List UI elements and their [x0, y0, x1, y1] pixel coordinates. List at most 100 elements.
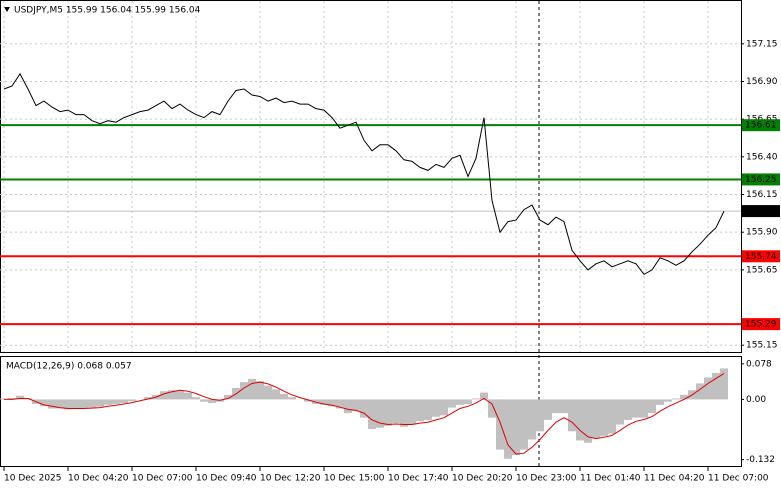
histogram-bar [408, 399, 416, 425]
histogram-bar [392, 399, 400, 424]
histogram-bar [384, 399, 392, 426]
y-tick-label: 155.65 [746, 265, 778, 275]
histogram-bar [552, 399, 560, 414]
level-label-box [742, 119, 780, 132]
histogram-bar [480, 392, 488, 400]
level-label: 156.25 [745, 175, 777, 185]
histogram-bar [224, 394, 232, 400]
symbol-icon [4, 7, 10, 12]
histogram-bar [272, 389, 280, 400]
histogram-bar [608, 399, 616, 434]
histogram-bar [472, 398, 480, 400]
histogram-bar [416, 399, 424, 422]
level-label-box [742, 318, 780, 331]
histogram-bar [536, 399, 544, 432]
histogram-bar [648, 399, 656, 414]
level-label-box [742, 173, 780, 186]
histogram-bar [304, 399, 312, 402]
histogram-bar [656, 399, 664, 405]
chart-title: USDJPY,M5 155.99 156.04 155.99 156.04 [14, 6, 201, 16]
histogram-bar [640, 399, 648, 418]
histogram-bar [184, 392, 192, 400]
histogram-bar [288, 397, 296, 400]
histogram-bar [328, 399, 336, 407]
level-label-box [742, 250, 780, 263]
histogram-bar [560, 399, 568, 414]
histogram-bar [376, 399, 384, 428]
histogram-bar [600, 399, 608, 436]
histogram-bar [368, 399, 376, 430]
histogram-bar [720, 368, 728, 400]
histogram-bar [96, 399, 104, 407]
histogram-bar [568, 399, 576, 432]
histogram-bar [448, 399, 456, 408]
x-tick-label: 10 Dec 2025 [4, 474, 62, 484]
histogram-bar [680, 394, 688, 400]
x-tick-label: 10 Dec 04:20 [68, 474, 129, 484]
histogram-bar [56, 399, 64, 409]
histogram-bar [704, 377, 712, 400]
histogram-bar [488, 399, 496, 418]
current-price-label: 156.04 [745, 207, 777, 217]
histogram-bar [16, 395, 24, 400]
histogram-bar [320, 399, 328, 405]
x-tick-label: 10 Dec 09:40 [196, 474, 257, 484]
histogram-bar [432, 399, 440, 417]
histogram-bar [88, 399, 96, 408]
histogram-bar [128, 399, 136, 402]
histogram-bar [400, 399, 408, 427]
histogram-bar [360, 399, 368, 418]
x-tick-label: 10 Dec 07:00 [132, 474, 193, 484]
histogram-bar [144, 397, 152, 400]
histogram-bar [584, 399, 592, 443]
level-label: 156.61 [745, 121, 777, 131]
y-tick-label: 0.078 [746, 359, 772, 369]
histogram-bar [80, 399, 88, 409]
histogram-bar [48, 399, 56, 409]
histogram-bar [528, 399, 536, 440]
histogram-bar [64, 399, 72, 410]
chart-title: MACD(12,26,9) 0.068 0.057 [6, 362, 132, 372]
histogram-bar [208, 399, 216, 404]
x-tick-label: 10 Dec 12:20 [260, 474, 321, 484]
x-tick-label: 10 Dec 20:20 [452, 474, 513, 484]
histogram-bar [336, 399, 344, 409]
y-tick-label: 155.90 [746, 228, 778, 238]
current-price-box [742, 205, 780, 218]
histogram-bar [440, 399, 448, 416]
histogram-bar [256, 381, 264, 400]
histogram-bar [592, 399, 600, 439]
histogram-bar [632, 399, 640, 418]
histogram-bar [616, 399, 624, 425]
histogram-bar [72, 399, 80, 409]
histogram-bar [672, 398, 680, 400]
histogram-bar [504, 399, 512, 459]
y-tick-label: -0.132 [746, 455, 775, 465]
histogram-bar [280, 393, 288, 400]
y-tick-label: 156.15 [746, 190, 778, 200]
histogram-bar [104, 399, 112, 405]
histogram-bar [344, 399, 352, 414]
histogram-bar [112, 399, 120, 404]
histogram-bar [664, 399, 672, 402]
histogram-bar [264, 385, 272, 400]
y-tick-label: 157.15 [746, 39, 778, 49]
histogram-bar [248, 378, 256, 400]
main-panel [0, 0, 742, 353]
histogram-bar [352, 399, 360, 411]
histogram-bar [712, 372, 720, 400]
histogram-bar [624, 399, 632, 420]
histogram-bar [544, 399, 552, 420]
x-tick-label: 11 Dec 01:40 [580, 474, 641, 484]
histogram-bar [168, 390, 176, 400]
histogram-bar [696, 383, 704, 400]
level-label: 155.29 [745, 320, 777, 330]
y-tick-label: 156.40 [746, 152, 778, 162]
y-tick-label: 0.00 [746, 395, 766, 405]
price-line [3, 72, 725, 276]
histogram-bar [512, 399, 520, 456]
x-tick-label: 11 Dec 04:20 [644, 474, 705, 484]
histogram-bar [40, 399, 48, 407]
histogram-bar [176, 390, 184, 400]
